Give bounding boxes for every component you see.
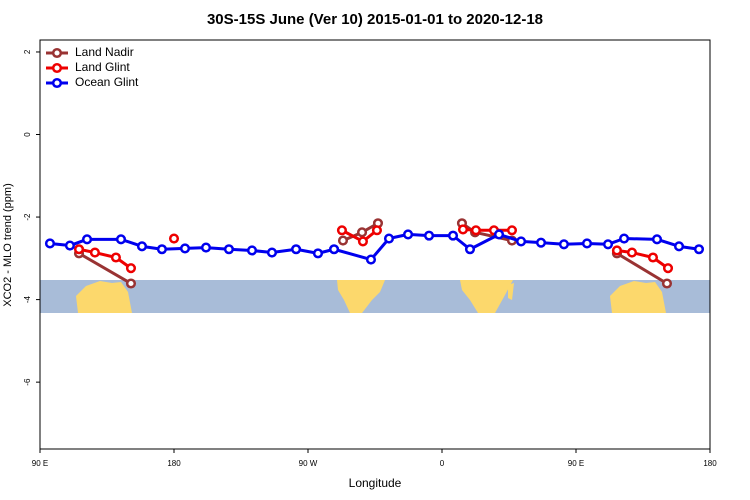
chart-title: 30S-15S June (Ver 10) 2015-01-01 to 2020… <box>207 11 543 28</box>
data-point <box>266 247 278 258</box>
data-point <box>651 234 663 245</box>
map-strip <box>40 280 710 313</box>
data-point <box>535 237 547 248</box>
legend-label: Ocean Glint <box>75 75 139 89</box>
data-point <box>125 263 137 274</box>
data-point <box>115 234 127 245</box>
x-tick-label: 90 E <box>32 459 48 468</box>
legend-marker <box>51 47 63 59</box>
data-point <box>336 225 347 236</box>
data-point <box>81 234 93 245</box>
x-tick-label: 0 <box>440 459 445 468</box>
data-point <box>558 239 569 250</box>
data-point <box>661 278 673 289</box>
data-point <box>110 252 121 263</box>
data-point <box>626 247 638 258</box>
data-point <box>179 243 191 254</box>
data-point <box>156 244 167 255</box>
data-point <box>516 236 527 247</box>
data-point <box>464 244 476 255</box>
data-point <box>200 242 212 253</box>
data-point <box>64 240 75 251</box>
legend-marker <box>51 62 63 74</box>
data-point <box>246 245 258 256</box>
y-tick-label: -6 <box>23 378 32 386</box>
data-point <box>73 244 85 255</box>
data-point <box>365 254 377 265</box>
plot-frame <box>39 39 711 450</box>
y-tick-label: 0 <box>23 132 32 137</box>
legend-marker <box>51 77 63 89</box>
data-point <box>457 224 469 235</box>
y-tick-label: -4 <box>23 295 32 303</box>
data-point <box>329 244 340 255</box>
data-point <box>168 233 180 244</box>
data-point <box>470 225 481 236</box>
data-point <box>611 245 622 256</box>
y-axis-label: XCO2 - MLO trend (ppm) <box>2 183 14 306</box>
series-line <box>49 232 700 262</box>
x-axis-label: Longitude <box>349 476 402 490</box>
data-point <box>423 230 435 241</box>
data-point <box>337 235 349 246</box>
data-point <box>673 241 685 252</box>
x-tick-label: 90 E <box>568 459 584 468</box>
data-point <box>602 239 614 250</box>
x-tick-label: 180 <box>167 459 181 468</box>
data-point <box>291 244 302 255</box>
data-point <box>647 252 659 263</box>
legend-label: Land Glint <box>75 60 130 74</box>
data-point <box>44 238 56 249</box>
data-point <box>312 248 324 259</box>
data-point <box>356 227 368 238</box>
x-tick-label: 180 <box>703 459 717 468</box>
data-point <box>493 229 505 240</box>
y-tick-label: 2 <box>23 49 32 54</box>
y-tick-label: -2 <box>23 213 32 221</box>
data-point <box>357 236 368 247</box>
data-point <box>136 241 148 252</box>
data-point <box>662 263 674 274</box>
data-point <box>223 244 234 255</box>
data-point <box>371 225 382 236</box>
data-point <box>447 230 459 241</box>
data-point <box>619 233 630 244</box>
legend-label: Land Nadir <box>75 45 134 59</box>
data-point <box>506 225 518 236</box>
data-point <box>383 233 395 244</box>
data-point <box>403 229 414 240</box>
data-point <box>581 238 593 249</box>
x-tick-label: 90 W <box>299 459 318 468</box>
data-point <box>125 278 137 289</box>
data-point <box>693 244 705 255</box>
data-point <box>89 247 100 258</box>
